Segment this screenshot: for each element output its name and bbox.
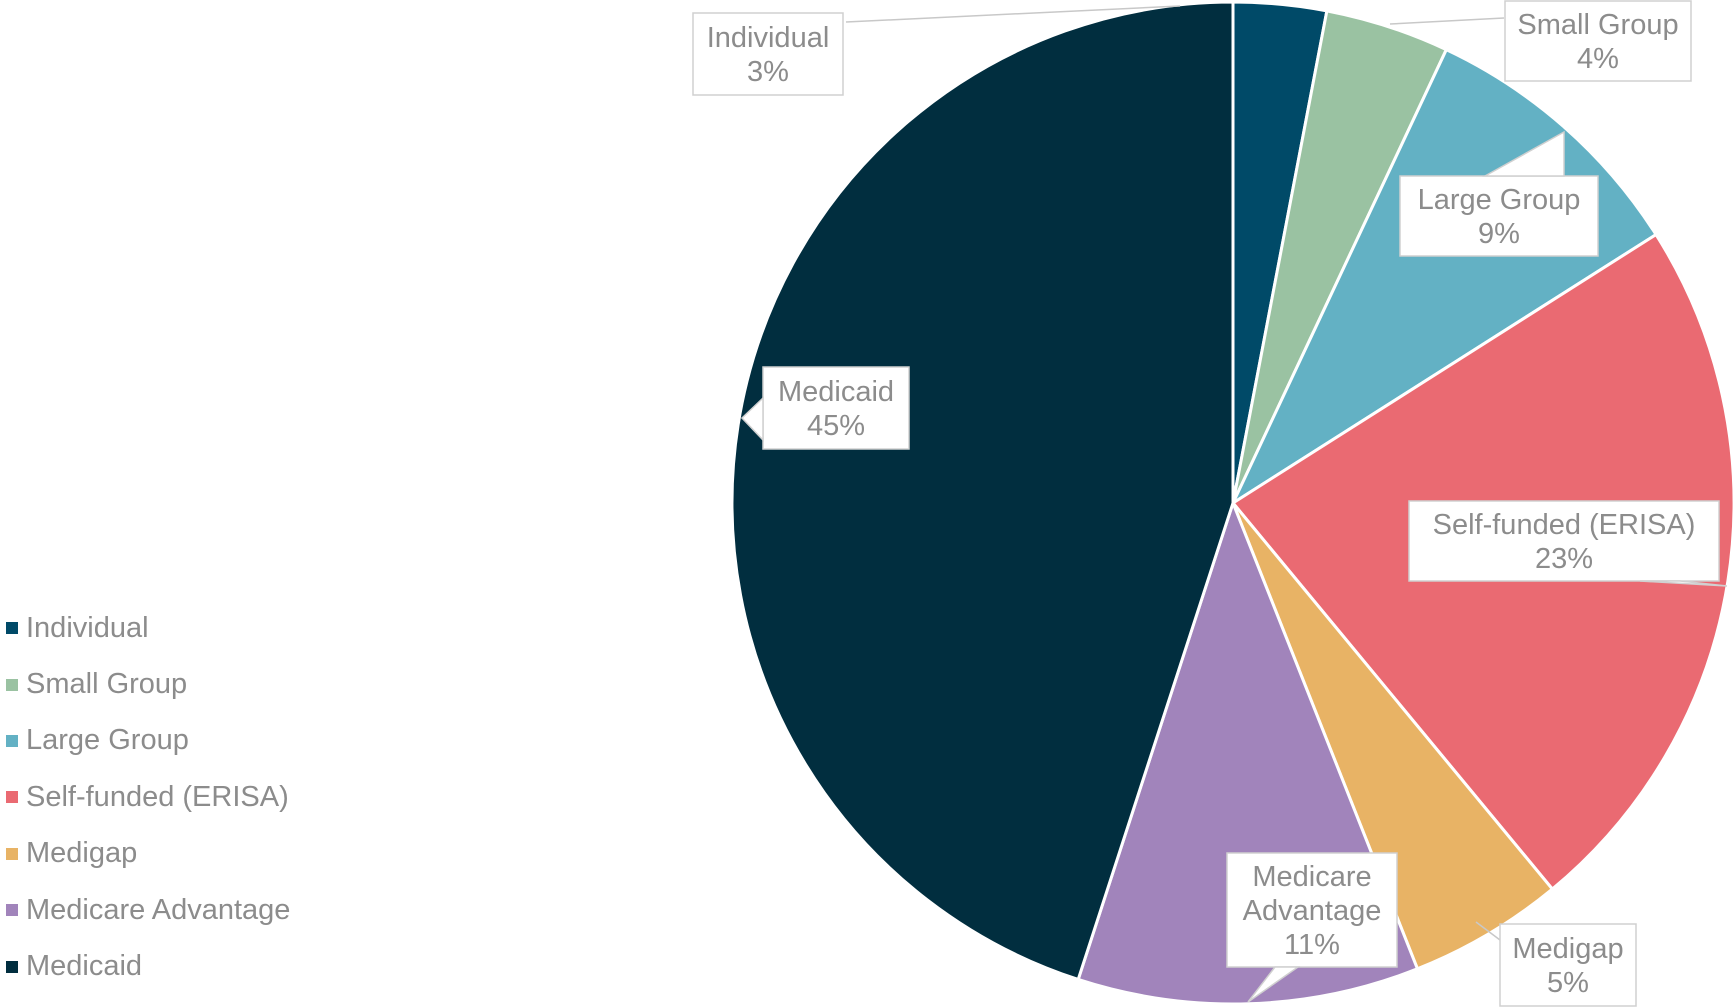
data-label-value: 45% xyxy=(807,410,865,442)
legend-label: Large Group xyxy=(26,724,189,757)
data-label-box xyxy=(1408,500,1720,582)
data-label-box xyxy=(1504,0,1692,82)
legend-swatch-individual xyxy=(6,622,18,635)
data-label-pointer xyxy=(1482,130,1565,177)
pie-slice-medicaid xyxy=(730,0,1235,982)
legend-swatch-small-group xyxy=(6,678,18,691)
legend-item: Large Group xyxy=(6,713,290,769)
data-label-pointer xyxy=(740,396,764,442)
data-label-name: Large Group xyxy=(1418,184,1581,216)
data-label-name: Medigap xyxy=(1512,933,1623,965)
leader-line xyxy=(845,5,1181,23)
legend-label: Medicaid xyxy=(26,950,143,983)
leader-line xyxy=(1389,17,1505,25)
legend-swatch-medigap xyxy=(6,847,18,860)
legend-swatch-medicaid xyxy=(6,960,18,973)
data-label-name: Medicaid xyxy=(778,376,894,408)
data-label-value: 23% xyxy=(1535,543,1593,575)
legend-label: Small Group xyxy=(26,668,188,701)
data-label-name: Individual xyxy=(707,22,830,54)
legend-swatch-self-funded xyxy=(6,791,18,804)
data-label-box xyxy=(1226,852,1398,968)
legend-label: Self-funded (ERISA) xyxy=(26,780,289,813)
data-label-box xyxy=(1399,175,1599,257)
data-label-box xyxy=(1499,923,1637,1007)
data-label-value: 9% xyxy=(1478,218,1520,250)
data-label-pointer xyxy=(1247,966,1301,1003)
legend-label: Individual xyxy=(26,611,149,644)
data-label-pointer xyxy=(1639,580,1728,587)
legend-item: Small Group xyxy=(6,656,290,712)
legend-label: Medicare Advantage xyxy=(26,893,291,926)
legend-item: Medicaid xyxy=(6,938,290,994)
legend-swatch-medicare-advantage xyxy=(6,904,18,917)
legend-item: Medigap xyxy=(6,826,290,882)
legend-item: Individual xyxy=(6,600,290,656)
legend-item: Self-funded (ERISA) xyxy=(6,769,290,825)
pie-slice-medigap xyxy=(1231,502,1555,971)
data-label: Self-funded (ERISA)23% xyxy=(1408,500,1728,587)
data-label-name: Small Group xyxy=(1517,9,1678,41)
data-label-value: 5% xyxy=(1547,967,1589,999)
data-label-box xyxy=(762,366,910,450)
data-label-box xyxy=(692,12,844,96)
data-label-value: 3% xyxy=(747,56,789,88)
data-label-name: Self-funded (ERISA) xyxy=(1433,509,1696,541)
data-label-value: 4% xyxy=(1577,43,1619,75)
leader-line xyxy=(1475,921,1501,941)
legend-swatch-large-group xyxy=(6,734,18,747)
data-label-name: Advantage xyxy=(1243,895,1382,927)
data-label-value: 11% xyxy=(1284,929,1340,961)
data-label-name: Medicare xyxy=(1252,861,1371,893)
legend-item: Medicare Advantage xyxy=(6,882,290,938)
legend-label: Medigap xyxy=(26,837,138,870)
chart-legend: Individual Small Group Large Group Self-… xyxy=(6,600,290,995)
